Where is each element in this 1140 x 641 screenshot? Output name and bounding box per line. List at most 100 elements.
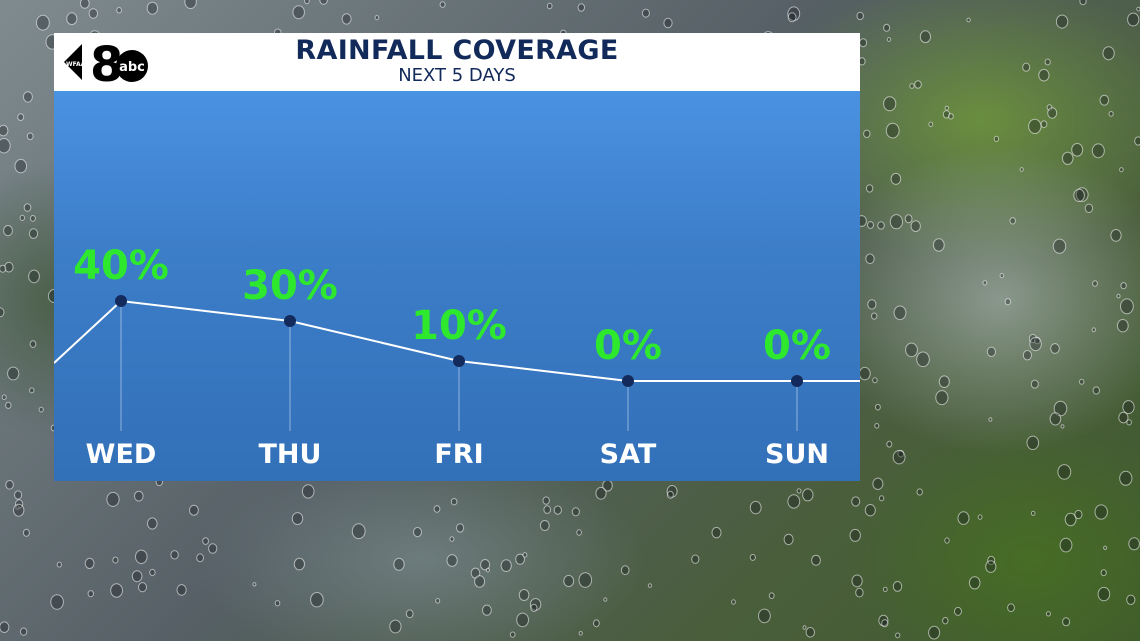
raindrop xyxy=(106,491,120,507)
raindrop xyxy=(919,30,932,44)
raindrop xyxy=(874,423,880,429)
raindrop xyxy=(932,238,945,252)
raindrop xyxy=(1126,594,1136,605)
raindrop xyxy=(515,553,525,565)
raindrop xyxy=(1108,111,1114,117)
raindrop xyxy=(993,135,1000,142)
raindrop xyxy=(449,536,455,542)
raindrop xyxy=(50,594,64,610)
raindrop xyxy=(26,132,34,141)
raindrop xyxy=(1136,6,1140,12)
raindrop xyxy=(883,23,891,32)
raindrop xyxy=(1040,120,1048,128)
raindrop xyxy=(319,0,328,5)
raindrop xyxy=(944,537,950,544)
raindrop xyxy=(374,15,380,21)
raindrop xyxy=(977,514,983,520)
raindrop xyxy=(1120,298,1134,315)
raindrop xyxy=(595,486,607,500)
line-chart: 40% WED 30% THU 10% FRI 0% SAT 0% SUN xyxy=(54,243,860,470)
raindrop xyxy=(865,184,874,193)
raindrop xyxy=(935,390,949,406)
raindrop xyxy=(928,121,934,128)
data-point-wed xyxy=(115,295,127,307)
raindrop xyxy=(1092,386,1101,395)
raindrop xyxy=(202,537,210,545)
raindrop xyxy=(474,575,486,588)
raindrop xyxy=(811,554,821,566)
raindrop xyxy=(0,264,7,273)
raindrop xyxy=(184,0,197,9)
raindrop xyxy=(405,609,414,619)
raindrop xyxy=(1097,586,1111,602)
raindrop xyxy=(5,401,12,409)
raindrop xyxy=(855,587,864,598)
raindrop xyxy=(666,490,674,499)
chart-header: WFAA 8 abc RAINFALL COVERAGE NEXT 5 DAYS xyxy=(54,33,860,91)
value-label-fri: 10% xyxy=(411,303,507,349)
raindrop xyxy=(1059,537,1073,553)
raindrop xyxy=(663,17,673,29)
raindrop xyxy=(904,214,913,224)
raindrop xyxy=(196,553,205,563)
raindrop xyxy=(110,583,123,598)
raindrop xyxy=(805,627,815,638)
raindrop xyxy=(886,37,892,42)
raindrop xyxy=(982,280,988,286)
raindrop xyxy=(341,13,352,25)
chart-title: RAINFALL COVERAGE xyxy=(295,35,619,66)
raindrop xyxy=(849,528,861,542)
raindrop xyxy=(758,608,771,624)
raindrop xyxy=(146,1,159,15)
raindrop xyxy=(948,113,954,120)
raindrop xyxy=(1071,143,1084,157)
raindrop xyxy=(914,80,922,89)
raindrop xyxy=(170,550,179,560)
raindrop xyxy=(5,480,14,490)
raindrop xyxy=(149,568,156,577)
raindrop xyxy=(0,124,9,137)
raindrop xyxy=(66,12,78,26)
raindrop xyxy=(1009,217,1016,225)
raindrop xyxy=(886,440,893,448)
raindrop xyxy=(620,565,630,576)
category-label-wed: WED xyxy=(86,439,157,470)
raindrop xyxy=(1084,203,1094,214)
data-point-sat xyxy=(622,375,634,387)
raindrop xyxy=(301,484,315,499)
category-label-fri: FRI xyxy=(434,439,483,470)
raindrop xyxy=(985,560,997,573)
raindrop xyxy=(878,495,885,502)
raindrop xyxy=(893,305,907,321)
raindrop xyxy=(485,567,490,573)
raindrop xyxy=(711,526,722,539)
raindrop xyxy=(433,505,441,513)
raindrop xyxy=(787,6,801,21)
raindrop xyxy=(29,215,36,222)
raindrop xyxy=(802,488,814,502)
raindrop xyxy=(518,589,530,601)
category-label-thu: THU xyxy=(259,439,322,470)
raindrop xyxy=(872,377,878,384)
raindrop xyxy=(749,500,762,515)
raindrop xyxy=(23,203,32,212)
raindrop xyxy=(889,214,904,230)
raindrop xyxy=(516,612,529,628)
raindrop xyxy=(986,346,997,357)
raindrop xyxy=(882,586,888,593)
raindrop xyxy=(208,543,218,554)
raindrop xyxy=(1128,537,1140,551)
raindrop xyxy=(1075,187,1089,202)
raindrop xyxy=(858,366,871,381)
raindrop xyxy=(1060,424,1065,429)
raindrop xyxy=(28,269,40,284)
raindrop xyxy=(1064,512,1077,527)
data-point-sun xyxy=(791,375,803,387)
raindrop xyxy=(1007,603,1015,613)
raindrop xyxy=(3,225,13,237)
raindrop xyxy=(883,96,897,112)
raindrop xyxy=(1122,400,1135,415)
raindrop xyxy=(864,504,876,517)
raindrop xyxy=(292,5,305,20)
raindrop xyxy=(1119,470,1133,486)
